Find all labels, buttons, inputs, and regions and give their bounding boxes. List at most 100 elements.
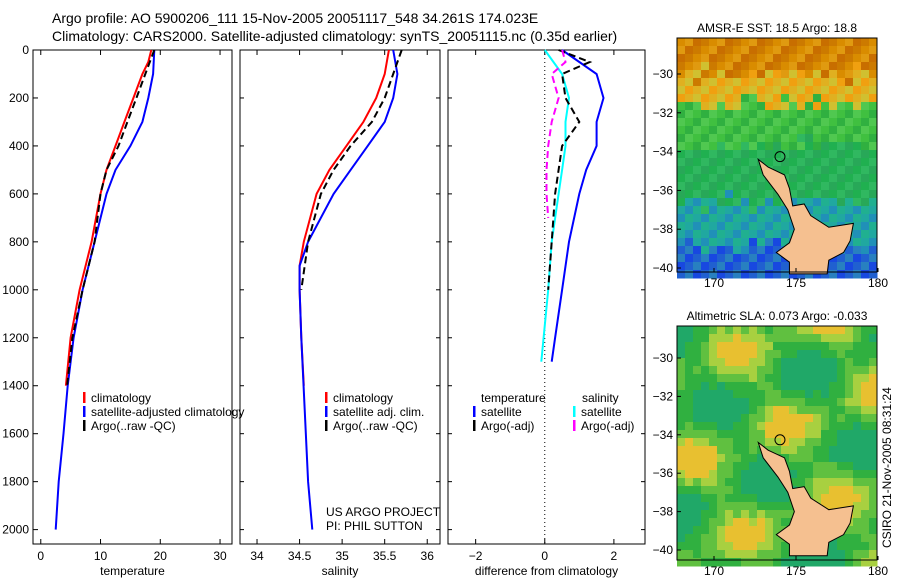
map-cell xyxy=(709,342,718,351)
map-cell xyxy=(773,558,782,567)
map-cell xyxy=(677,510,686,519)
map-cell xyxy=(869,350,878,359)
map-cell xyxy=(805,390,814,399)
map-cell xyxy=(677,542,686,551)
map-cell xyxy=(861,182,870,191)
map-cell xyxy=(725,478,734,487)
map-cell xyxy=(677,182,686,191)
map-cell xyxy=(725,214,734,223)
map-cell xyxy=(749,150,758,159)
map-cell xyxy=(717,550,726,559)
map-cell xyxy=(709,158,718,167)
map-cell xyxy=(821,126,830,135)
map-cell xyxy=(717,238,726,247)
map-cell xyxy=(845,470,854,479)
map-cell xyxy=(861,470,870,479)
map-cell xyxy=(821,470,830,479)
map-cell xyxy=(837,166,846,175)
map-cell xyxy=(725,558,734,567)
map-cell xyxy=(741,126,750,135)
map-cell xyxy=(821,422,830,431)
map-cell xyxy=(757,118,766,127)
map-cell xyxy=(677,430,686,439)
map-cell xyxy=(773,230,782,239)
map-cell xyxy=(805,454,814,463)
map-cell xyxy=(717,510,726,519)
map-cell xyxy=(709,166,718,175)
map-cell xyxy=(853,526,862,535)
map-cell xyxy=(749,462,758,471)
map-cell xyxy=(685,470,694,479)
map-cell xyxy=(709,246,718,255)
map-cell xyxy=(765,406,774,415)
map-cell xyxy=(781,390,790,399)
map-cell xyxy=(717,446,726,455)
map-cell xyxy=(861,526,870,535)
map-cell xyxy=(685,422,694,431)
map-cell xyxy=(805,414,814,423)
map-cell xyxy=(725,326,734,335)
map-cell xyxy=(685,174,694,183)
map-cell xyxy=(821,502,830,511)
map-cell xyxy=(845,38,854,47)
map-cell xyxy=(693,110,702,119)
map-cell xyxy=(725,374,734,383)
map-cell xyxy=(693,374,702,383)
map-cell xyxy=(685,222,694,231)
map-cell xyxy=(805,350,814,359)
y-tick-label: 0 xyxy=(22,43,29,57)
map-cell xyxy=(845,62,854,71)
map-cell xyxy=(717,166,726,175)
map-cell xyxy=(733,182,742,191)
map-cell xyxy=(789,470,798,479)
map-cell xyxy=(869,78,878,87)
map-cell xyxy=(869,110,878,119)
map-cell xyxy=(853,78,862,87)
map-cell xyxy=(813,494,822,503)
map-cell xyxy=(685,70,694,79)
map-cell xyxy=(781,150,790,159)
map-cell xyxy=(717,470,726,479)
map-cell xyxy=(693,518,702,527)
map-cell xyxy=(701,70,710,79)
map-cell xyxy=(677,118,686,127)
map-cell xyxy=(773,86,782,95)
map-cell xyxy=(869,102,878,111)
legend-header: temperature xyxy=(481,391,546,405)
map-cell xyxy=(845,254,854,263)
map-cell xyxy=(837,398,846,407)
map-cell xyxy=(845,334,854,343)
map-cell xyxy=(837,110,846,119)
map-cell xyxy=(805,406,814,415)
map-cell xyxy=(781,102,790,111)
map-cell xyxy=(837,462,846,471)
map-cell xyxy=(837,174,846,183)
map-cell xyxy=(869,406,878,415)
map-cell xyxy=(757,502,766,511)
map-cell xyxy=(701,270,710,279)
map-cell xyxy=(741,238,750,247)
map-cell xyxy=(845,374,854,383)
map-cell xyxy=(837,78,846,87)
map-cell xyxy=(709,94,718,103)
x-tick-label: 10 xyxy=(94,549,108,563)
map-cell xyxy=(853,46,862,55)
map-cell xyxy=(733,438,742,447)
map-cell xyxy=(821,190,830,199)
map-cell xyxy=(805,398,814,407)
map-cell xyxy=(853,398,862,407)
map-cell xyxy=(741,198,750,207)
map-cell xyxy=(861,534,870,543)
map-cell xyxy=(717,182,726,191)
map-cell xyxy=(677,94,686,103)
map-cell xyxy=(853,254,862,263)
map-cell xyxy=(829,334,838,343)
map-cell xyxy=(685,62,694,71)
map-cell xyxy=(757,430,766,439)
map-cell xyxy=(733,478,742,487)
map-cell xyxy=(837,182,846,191)
map-cell xyxy=(853,270,862,279)
map-cell xyxy=(861,406,870,415)
map-cell xyxy=(717,558,726,567)
map-cell xyxy=(709,38,718,47)
